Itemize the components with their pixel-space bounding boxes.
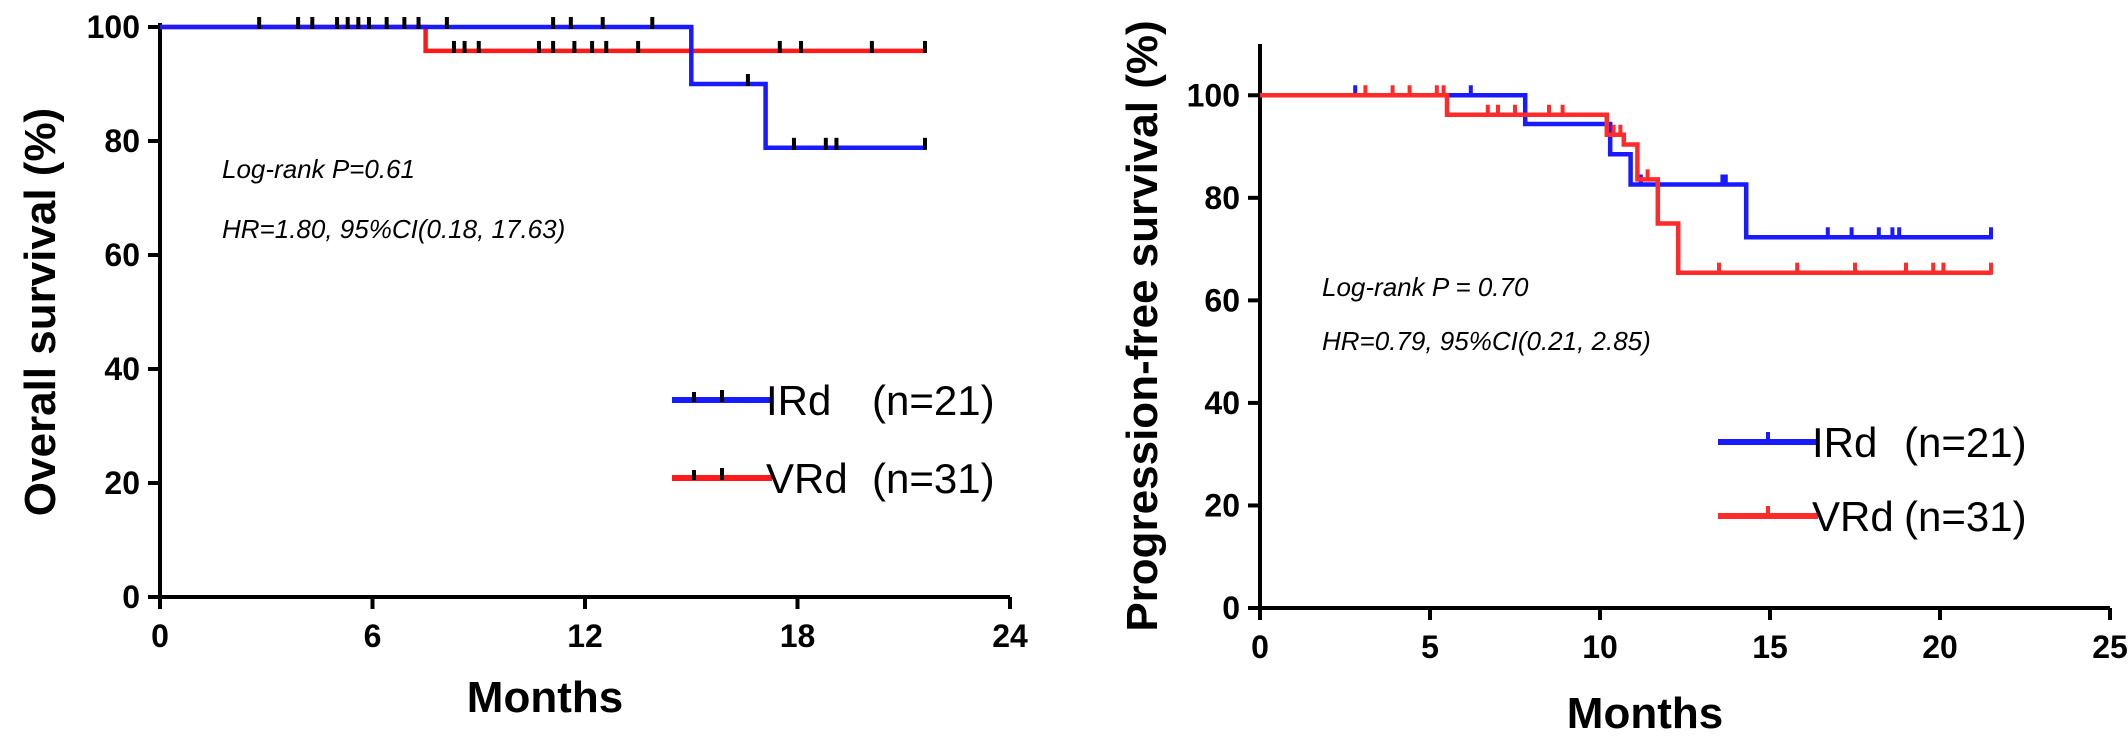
- x-tick-label: 6: [364, 618, 382, 654]
- y-axis-title: Progression-free survival (%): [1118, 20, 1167, 631]
- log-rank-annotation: Log-rank P = 0.70: [1322, 272, 1529, 302]
- x-tick-label: 0: [151, 618, 169, 654]
- x-tick-label: 20: [1922, 629, 1958, 665]
- legend-n-vrd: (n=31): [872, 455, 995, 502]
- y-axis-title: Overall survival (%): [16, 108, 65, 516]
- x-tick-label: 18: [780, 618, 816, 654]
- y-tick-label: 100: [87, 9, 140, 45]
- y-tick-label: 0: [1222, 590, 1240, 626]
- x-tick-label: 25: [2092, 629, 2128, 665]
- chart-panel-2: 0 20 40 60 80 100 0 5 10 15 20 25 Months Progression-…: [1118, 20, 2128, 738]
- legend-n-ird: (n=21): [872, 377, 995, 424]
- survival-curve-vrd: [1260, 93, 1991, 275]
- x-tick-label: 10: [1582, 629, 1618, 665]
- legend-n-vrd: (n=31): [1904, 493, 2027, 540]
- log-rank-annotation: Log-rank P=0.61: [222, 154, 415, 184]
- y-tick-label: 20: [1204, 487, 1240, 523]
- x-tick-label: 0: [1251, 629, 1269, 665]
- y-tick-label: 0: [122, 579, 140, 615]
- x-tick-label: 24: [992, 618, 1028, 654]
- x-axis-title: Months: [467, 673, 623, 722]
- x-axis-title: Months: [1567, 689, 1723, 738]
- chart-panel-1: 0 20 40 60 80 100 0 6 12 18 24 Months Overall surviv…: [16, 9, 1028, 722]
- series-ird: [1260, 85, 1993, 240]
- x-tick-label: 15: [1752, 629, 1788, 665]
- legend-n-ird: (n=21): [1904, 419, 2027, 466]
- legend-label-ird: IRd: [766, 377, 831, 424]
- hazard-ratio-annotation: HR=0.79, 95%CI(0.21, 2.85): [1322, 326, 1651, 356]
- hazard-ratio-annotation: HR=1.80, 95%CI(0.18, 17.63): [222, 214, 565, 244]
- legend: IRd (n=21)VRd (n=31): [1718, 419, 2027, 540]
- y-tick-label: 40: [1204, 385, 1240, 421]
- x-tick-label: 12: [567, 618, 603, 654]
- survival-curve-ird: [160, 24, 925, 151]
- y-tick-label: 40: [104, 351, 140, 387]
- x-tick-label: 5: [1421, 629, 1439, 665]
- series-vrd: [160, 24, 927, 54]
- y-tick-label: 60: [104, 237, 140, 273]
- series-ird: [160, 17, 927, 151]
- y-tick-label: 80: [1204, 180, 1240, 216]
- y-tick-label: 60: [1204, 282, 1240, 318]
- series-vrd: [1260, 85, 1993, 275]
- survival-curve-vrd: [160, 24, 925, 54]
- y-tick-label: 80: [104, 123, 140, 159]
- legend-label-ird: IRd: [1812, 419, 1877, 466]
- y-tick-label: 100: [1187, 77, 1240, 113]
- legend: IRd (n=21) VRd (n=31): [672, 377, 995, 502]
- legend-label-vrd: VRd: [766, 455, 848, 502]
- legend-label-vrd: VRd: [1812, 493, 1894, 540]
- survival-curve-ird: [1260, 93, 1991, 240]
- y-tick-label: 20: [104, 465, 140, 501]
